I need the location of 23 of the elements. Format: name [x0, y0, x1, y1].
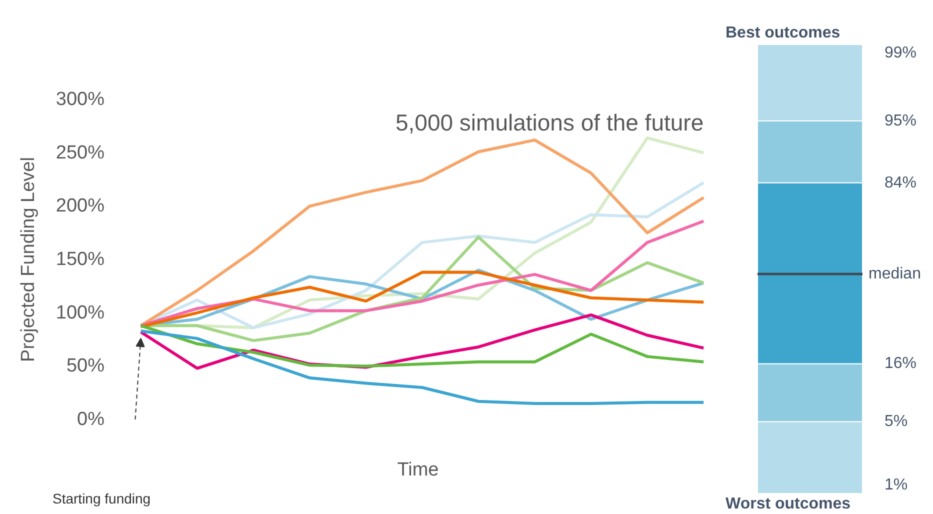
text: 95% [884, 112, 917, 130]
y-tick-label: 100% [56, 302, 105, 324]
y-tick-label: 0% [77, 409, 105, 430]
x-axis-title: Time [397, 460, 439, 480]
ref-line-label: median [868, 265, 921, 282]
text: 16% [884, 355, 917, 372]
y-tick-label: 300% [56, 89, 105, 110]
y-tick-label: 150% [56, 249, 105, 270]
y-tick-label: 50% [66, 356, 105, 377]
y-tick-label: 200% [56, 196, 105, 217]
y-axis-title: Projected Funding Level [18, 157, 39, 362]
chart-title: Best outcomes [726, 24, 840, 42]
text: 84% [884, 174, 917, 192]
text: Starting funding [52, 490, 151, 506]
text: 99% [884, 44, 917, 62]
text: 1% [884, 476, 908, 494]
chart-title: 5,000 simulations of the future [395, 110, 704, 136]
line-series [139, 324, 706, 368]
x-axis-title: Worst outcomes [726, 496, 851, 512]
y-tick-label: 250% [56, 142, 105, 164]
text: 5% [884, 413, 908, 430]
line-series [139, 220, 706, 328]
line-series [139, 329, 706, 405]
